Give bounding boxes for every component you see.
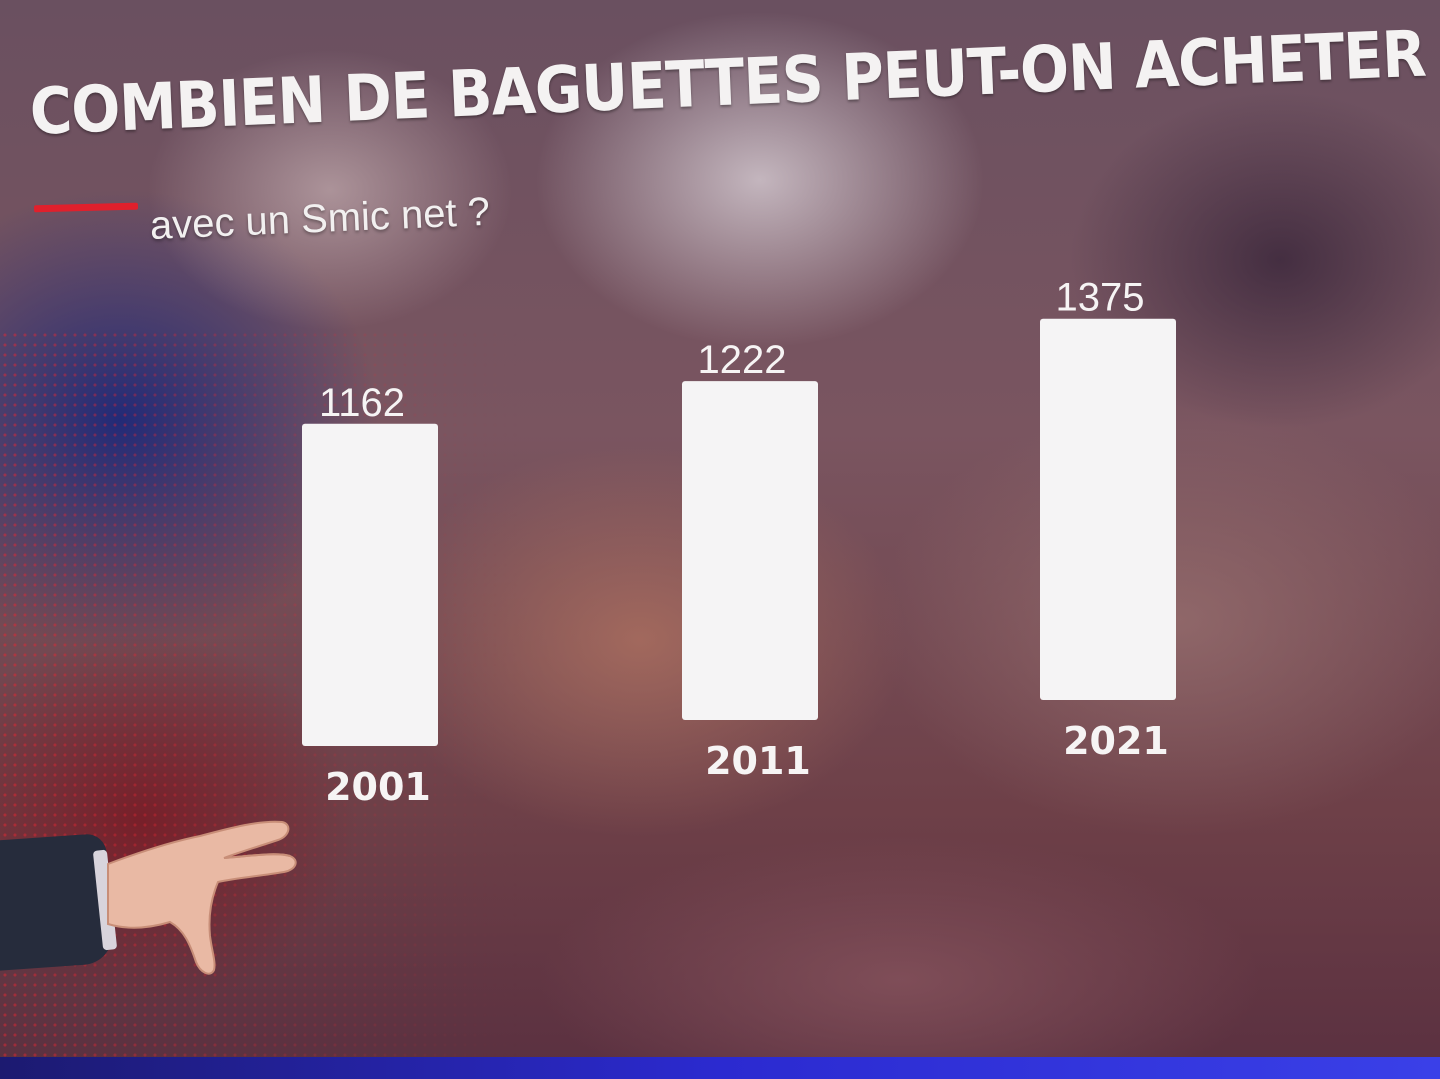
bar-2011: [682, 381, 818, 720]
value-label-2011: 1222: [698, 338, 787, 382]
bar-2021: [1040, 318, 1176, 700]
category-label-2021: 2021: [1063, 719, 1169, 763]
category-label-2001: 2001: [325, 765, 431, 809]
category-label-2011: 2011: [705, 739, 811, 783]
presenter-hand: [107, 820, 297, 975]
blue-bottom-band: [0, 1057, 1440, 1079]
value-label-2021: 1375: [1056, 276, 1145, 320]
bar-2001: [302, 423, 438, 746]
value-label-2001: 1162: [319, 381, 405, 425]
